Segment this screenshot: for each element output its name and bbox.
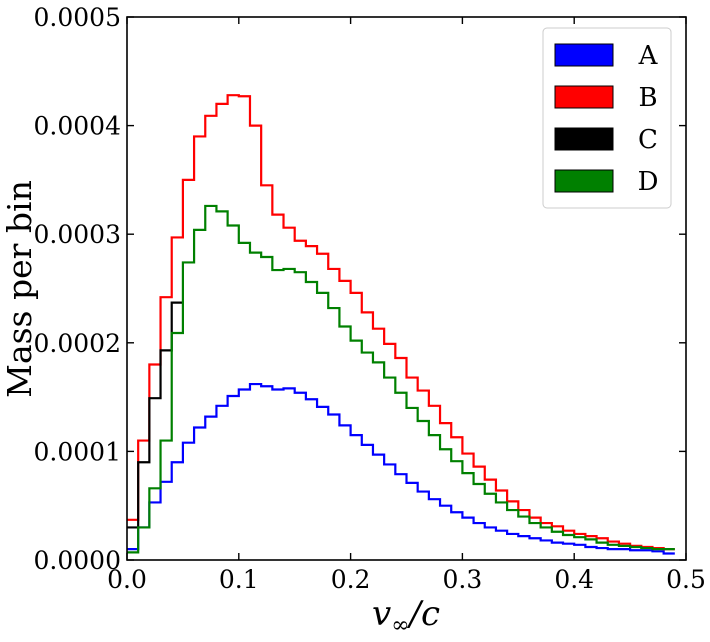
series-layer [127,94,675,555]
x-tick-label: 0.4 [554,565,594,594]
ticks-layer [126,16,687,561]
y-tick-label: 0.0004 [34,112,121,141]
legend-label-C: C [638,125,658,155]
x-axis-label: v∞/c [372,594,440,638]
legend-swatch-C [554,127,614,151]
y-tick-label: 0.0005 [34,3,121,32]
plot-frame [126,16,687,561]
y-tick-label: 0.0000 [34,546,121,575]
series-B-line [127,94,675,551]
legend-swatch-B [554,85,614,109]
x-axis-label-tail: /c [407,594,441,634]
legend-label-A: A [638,41,659,71]
x-axis-label-main: v [372,594,391,634]
series-A-line [127,382,675,555]
x-tick-label: 0.1 [219,565,259,594]
x-tick-label: 0.2 [331,565,371,594]
x-tick-label: 0.0 [107,565,147,594]
legend-label-D: D [638,167,659,197]
legend-swatch-A [554,43,614,67]
x-axis-label-subscript: ∞ [391,613,409,638]
legend-label-B: B [638,83,657,113]
legend-box [542,27,672,209]
series-D-line [127,204,675,554]
tick-labels: 0.0 0.1 0.2 0.3 0.4 0.5 0.0000 0.0001 0.0002 0.00… [34,3,706,594]
y-tick-label: 0.0002 [34,329,121,358]
y-tick-label: 0.0003 [34,220,121,249]
x-tick-label: 0.3 [443,565,483,594]
x-tick-label: 0.5 [666,565,706,594]
series-C-line [127,301,183,529]
legend-swatch-D [554,169,614,193]
y-tick-label: 0.0001 [34,437,121,466]
y-axis-label: Mass per bin [0,180,39,398]
